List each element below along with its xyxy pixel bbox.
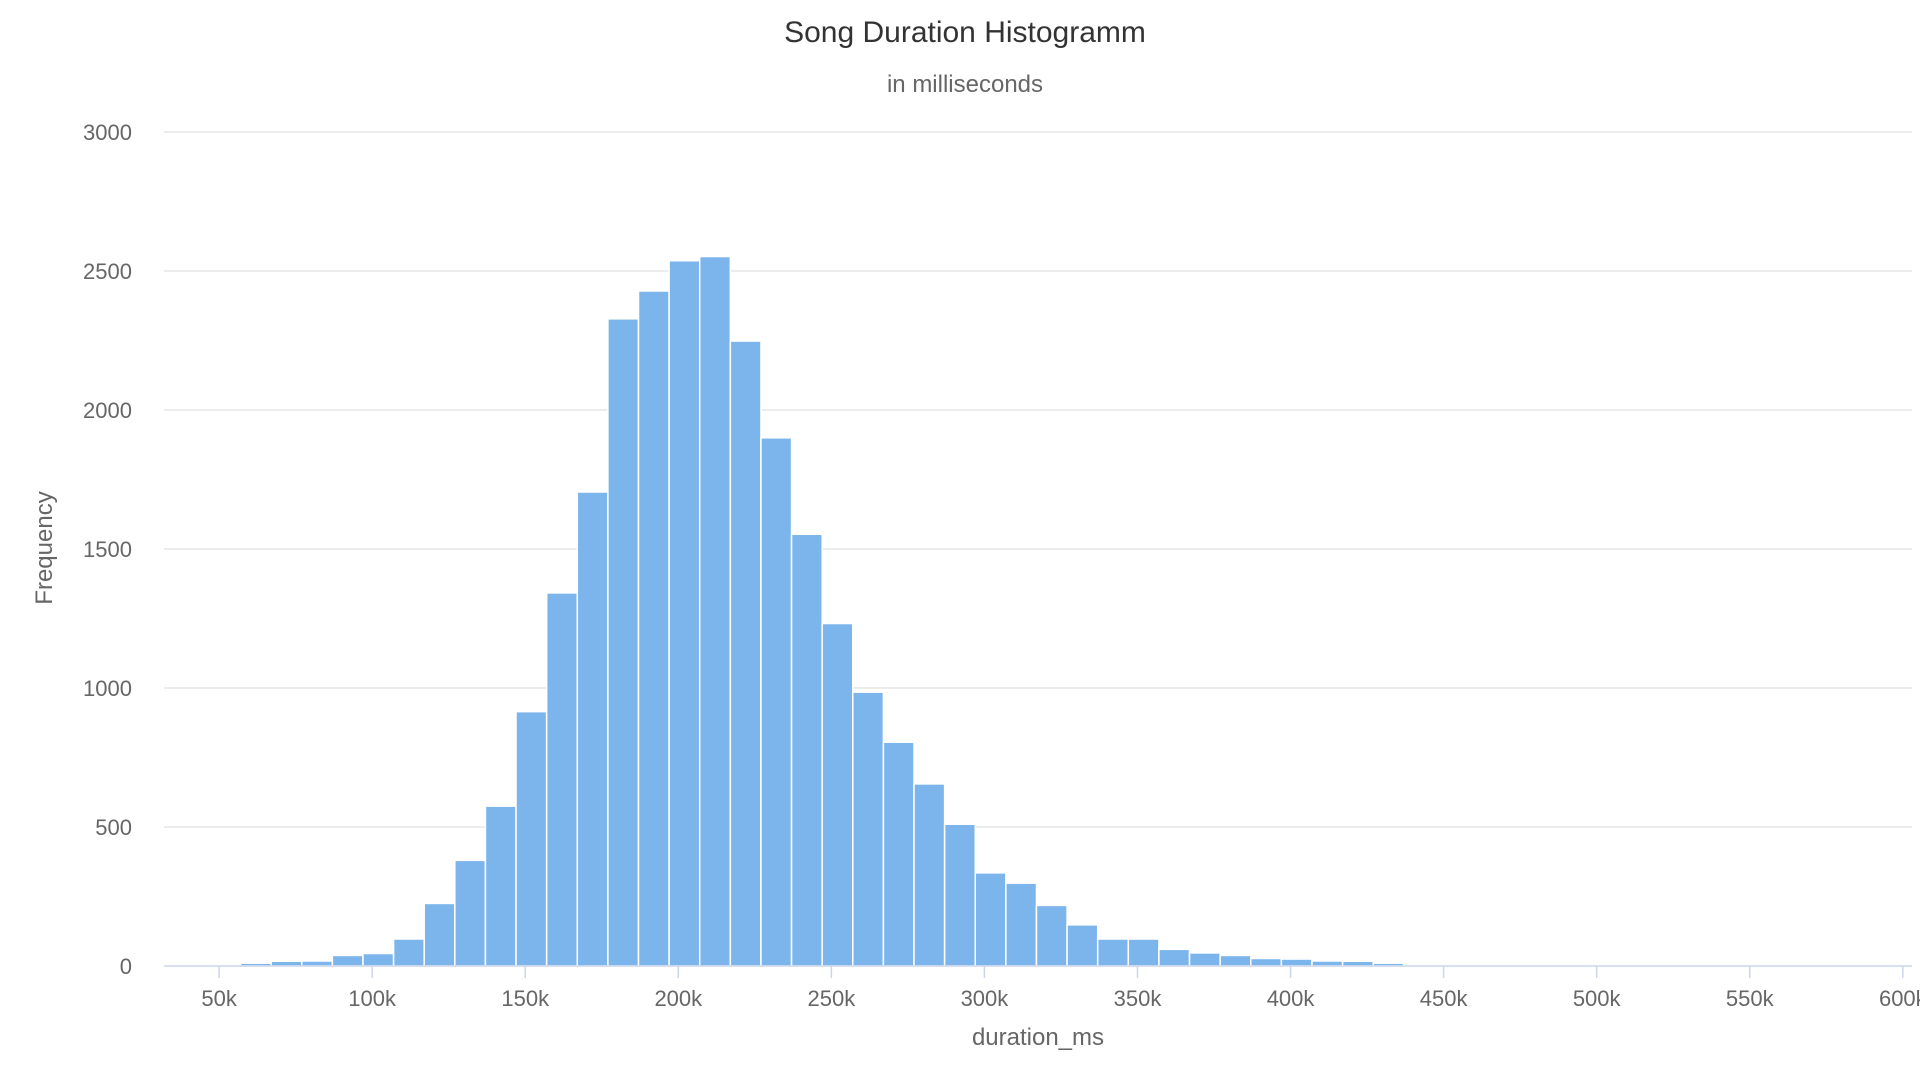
histogram-bar xyxy=(301,960,334,967)
histogram-bar xyxy=(484,805,517,967)
x-axis-title: duration_ms xyxy=(972,1024,1104,1051)
histogram-bar xyxy=(974,872,1007,967)
histogram-bar xyxy=(668,259,701,967)
histogram-bar xyxy=(913,783,946,967)
histogram-bar xyxy=(1219,954,1252,967)
histogram-bar xyxy=(637,290,670,967)
x-tick-label: 150k xyxy=(501,986,550,1011)
histogram-bar xyxy=(1158,948,1191,967)
histogram-bar xyxy=(545,592,579,967)
y-tick-label: 2000 xyxy=(83,398,132,423)
x-tick-label: 600k xyxy=(1879,986,1920,1011)
histogram-bar xyxy=(362,952,395,967)
histogram-bar xyxy=(576,491,609,967)
y-tick-label: 2500 xyxy=(83,259,132,284)
x-tick-label: 100k xyxy=(348,986,397,1011)
x-tick-label: 450k xyxy=(1420,986,1469,1011)
x-tick-label: 250k xyxy=(808,986,857,1011)
y-tick-label: 0 xyxy=(120,954,132,979)
histogram-bar xyxy=(423,902,456,967)
x-tick-label: 500k xyxy=(1573,986,1622,1011)
chart-title: Song Duration Histogramm xyxy=(784,16,1146,49)
y-axis-title: Frequency xyxy=(31,491,58,604)
y-tick-label: 500 xyxy=(95,815,132,840)
histogram-bar xyxy=(760,437,793,967)
y-tick-label: 3000 xyxy=(83,120,132,145)
y-tick-label: 1000 xyxy=(83,676,132,701)
histogram-bar xyxy=(790,533,823,967)
histogram-bar xyxy=(852,691,885,967)
histogram-bar xyxy=(392,938,425,967)
histogram-bar xyxy=(1250,957,1283,967)
x-tick-label: 550k xyxy=(1726,986,1775,1011)
x-tick-label: 200k xyxy=(654,986,703,1011)
histogram-bar xyxy=(1188,952,1221,967)
histogram-bar xyxy=(1311,960,1344,967)
histogram-bar xyxy=(515,710,548,967)
x-tick-label: 50k xyxy=(201,986,237,1011)
histogram-bar xyxy=(1127,938,1160,967)
x-tick-label: 300k xyxy=(961,986,1010,1011)
histogram-bar xyxy=(943,823,976,967)
grid-layer xyxy=(164,131,1912,828)
histogram-bar xyxy=(1066,924,1099,967)
y-tick-label: 1500 xyxy=(83,537,132,562)
axis-layer: 0 500 1000 1500 2000 2500 3000 50k 100k 150k 200k 2… xyxy=(83,120,1920,1011)
histogram-bar xyxy=(331,954,364,967)
histogram-bar xyxy=(1280,958,1313,967)
histogram-bar xyxy=(1096,938,1130,967)
histogram-bar xyxy=(1005,882,1038,967)
histogram-bar xyxy=(698,255,732,967)
histogram-bar xyxy=(607,318,640,967)
x-tick-label: 350k xyxy=(1114,986,1163,1011)
bar-layer xyxy=(239,255,1920,967)
histogram-bar xyxy=(454,859,487,967)
x-tick-label: 400k xyxy=(1267,986,1316,1011)
histogram-bar xyxy=(1035,904,1068,967)
chart-subtitle: in milliseconds xyxy=(887,71,1043,98)
histogram-bar xyxy=(821,622,854,967)
histogram-bar xyxy=(729,340,762,967)
histogram-bar xyxy=(882,741,915,967)
